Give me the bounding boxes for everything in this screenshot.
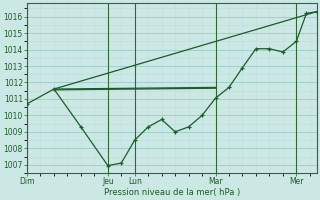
X-axis label: Pression niveau de la mer( hPa ): Pression niveau de la mer( hPa ) (104, 188, 240, 197)
